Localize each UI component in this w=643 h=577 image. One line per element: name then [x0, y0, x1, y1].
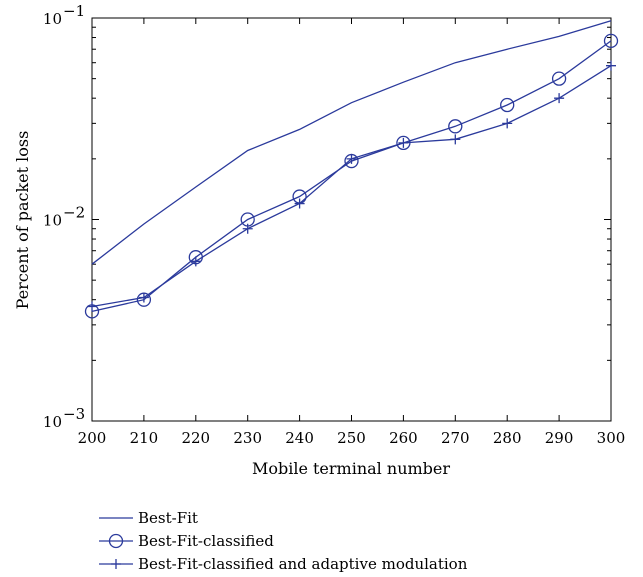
x-tick-label: 230: [233, 429, 262, 447]
data-point-plus: [346, 153, 357, 164]
data-point-plus: [606, 60, 616, 71]
data-point-plus: [242, 223, 253, 234]
data-point-circle: [551, 71, 567, 86]
legend-marker-plus: [111, 559, 121, 569]
data-point-circle: [448, 119, 463, 134]
legend-label: Best-Fit: [138, 509, 198, 527]
y-tick-label: 10: [43, 10, 62, 28]
data-point-plus: [294, 198, 305, 209]
series-3: [87, 60, 616, 312]
legend-label: Best-Fit-classified: [138, 532, 274, 550]
x-tick-label: 240: [285, 429, 314, 447]
y-tick-label: 10: [43, 413, 62, 431]
series-1: [91, 20, 612, 265]
x-tick-label: 220: [181, 429, 210, 447]
y-tick-label: 10: [43, 212, 62, 230]
data-point-plus: [450, 134, 461, 145]
x-tick-label: 200: [78, 429, 107, 447]
x-axis-label: Mobile terminal number: [252, 459, 450, 478]
x-tick-label: 210: [130, 429, 159, 447]
x-tick-label: 270: [441, 429, 470, 447]
axis-ticks: [91, 17, 612, 422]
y-axis-label: Percent of packet loss: [13, 131, 32, 310]
y-tick-exponent: −1: [63, 2, 85, 20]
y-tick-exponent: −3: [63, 405, 85, 423]
series-line: [91, 20, 612, 265]
x-tick-label: 260: [389, 429, 418, 447]
data-point-plus: [190, 256, 201, 267]
data-point-circle: [603, 33, 619, 49]
plot-area: [91, 17, 612, 422]
legend-entry: Best-Fit-classified and adaptive modulat…: [99, 555, 468, 573]
x-tick-label: 300: [597, 429, 626, 447]
legend-entry: Best-Fit: [99, 509, 198, 527]
data-point-plus: [87, 301, 97, 312]
x-tick-label: 280: [493, 429, 522, 447]
x-tick-label: 290: [545, 429, 574, 447]
data-point-plus: [554, 93, 565, 104]
y-tick-labels: 10−310−210−1: [43, 2, 85, 431]
x-tick-labels: 200 210 220 230 240 250 260 270 280 290 300: [78, 429, 626, 447]
y-tick-exponent: −2: [63, 204, 85, 222]
data-point-plus: [398, 137, 409, 148]
data-point-circle: [500, 97, 515, 113]
data-point-plus: [138, 292, 149, 303]
data-point-plus: [502, 118, 513, 129]
series-group: [84, 20, 619, 319]
legend-entry: Best-Fit-classified: [99, 532, 274, 550]
legend-marker-circle: [108, 533, 124, 549]
legend: Best-Fit Best-Fit-classified Best-Fit-clas…: [99, 509, 468, 573]
legend-label: Best-Fit-classified and adaptive modulat…: [138, 555, 468, 573]
x-tick-label: 250: [337, 429, 366, 447]
